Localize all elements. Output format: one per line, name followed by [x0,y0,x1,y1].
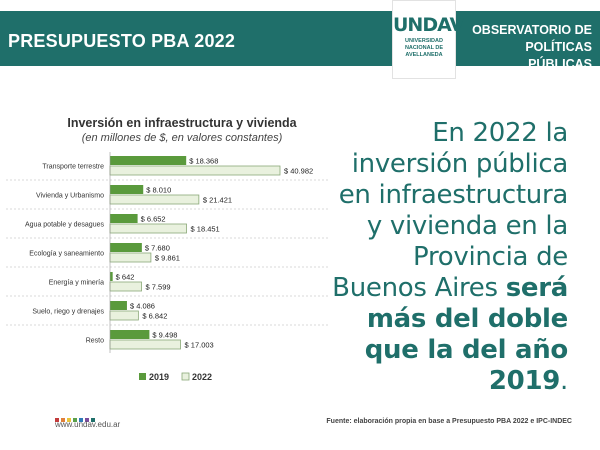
data-label-2019: $ 4.086 [130,302,155,311]
page-title: PRESUPUESTO PBA 2022 [8,31,236,51]
category-label: Energía y minería [49,280,104,287]
bar-2022 [109,339,181,350]
bar-2019 [110,185,144,194]
observatory-line-2: POLÍTICAS PÚBLICAS [525,40,592,71]
bar-2022 [109,194,200,205]
data-label-2022: $ 18.451 [191,225,220,234]
brand-dot [55,418,59,422]
data-label-2019: $ 7.680 [145,244,170,253]
data-label-2019: $ 642 [116,273,135,282]
category-label: Agua potable y desagues [25,222,105,229]
legend-label-2019: 2019 [149,372,169,382]
logo-subtitle: UNIVERSIDAD NACIONAL DE AVELLANEDA [393,38,455,59]
legend-swatch-2022 [181,372,190,381]
category-label: Ecología y saneamiento [29,251,104,258]
data-label-2022: $ 7.599 [146,283,171,292]
bar-2022 [109,281,142,292]
website-link[interactable]: www.undav.edu.ar [55,420,121,429]
data-label-2019: $ 18.368 [189,157,218,166]
brand-dot [91,418,95,422]
logo-sub-line: UNIVERSIDAD [405,38,443,44]
logo-sub-line: AVELLANEDA [405,52,443,58]
legend-label-2022: 2022 [192,372,212,382]
bar-2019 [110,214,138,223]
headline-text: En 2022 la inversión pública en infraest… [332,118,568,303]
data-label-2022: $ 9.861 [155,254,180,263]
data-label-2022: $ 6.842 [142,312,167,321]
bar-2019 [110,301,127,310]
data-label-2022: $ 21.421 [203,196,232,205]
chart-subtitle: (en millones de $, en valores constantes… [81,132,283,144]
data-label-2019: $ 9.498 [152,331,177,340]
header-bar [0,11,600,66]
bar-2022 [109,165,281,176]
brand-dot [85,418,89,422]
bar-2019 [110,243,142,252]
category-label: Suelo, riego y drenajes [32,309,104,316]
headline-emphasis: será más del doble que la del año 2019 [364,273,569,396]
bar-2019 [110,272,113,281]
brand-dot [67,418,71,422]
observatory-line-1: OBSERVATORIO DE [472,23,592,37]
chart-title: Inversión en infraestructura y vivienda [67,116,297,130]
brand-dot [61,418,65,422]
chart-svg: Transporte terrestre $ 18.368 $ 40.982 Vivi… [6,152,330,382]
bar-2019 [110,156,187,165]
category-label: Vivienda y Urbanismo [36,193,104,200]
logo-sub-line: NACIONAL DE [404,45,444,51]
data-label-2022: $ 17.003 [185,341,214,350]
bar-2022 [109,252,152,263]
headline: En 2022 la inversión pública en infraest… [330,118,568,397]
bar-2022 [109,223,187,234]
category-label: Transporte terrestre [42,164,104,171]
observatory-title: OBSERVATORIO DE POLÍTICAS PÚBLICAS [458,22,592,73]
header: PRESUPUESTO PBA 2022 UNDAV UNIVERSIDAD N… [0,0,600,79]
data-label-2019: $ 8.010 [146,186,171,195]
brand-dot [73,418,77,422]
brand-dot [79,418,83,422]
bar-chart: Transporte terrestre $ 18.368 $ 40.982 Vivi… [0,150,360,390]
legend-swatch-2019 [139,373,146,380]
category-label: Resto [86,338,104,345]
bar-2019 [110,330,150,339]
headline-end: . [560,366,568,396]
logo-mark: UNDAV [393,14,464,36]
source-note: Fuente: elaboración propia en base a Pre… [326,418,572,425]
brand-dots [55,409,97,422]
data-label-2022: $ 40.982 [284,167,313,176]
data-label-2019: $ 6.652 [141,215,166,224]
bar-2022 [109,310,139,321]
undav-logo: UNDAV UNIVERSIDAD NACIONAL DE AVELLANEDA [392,0,464,79]
